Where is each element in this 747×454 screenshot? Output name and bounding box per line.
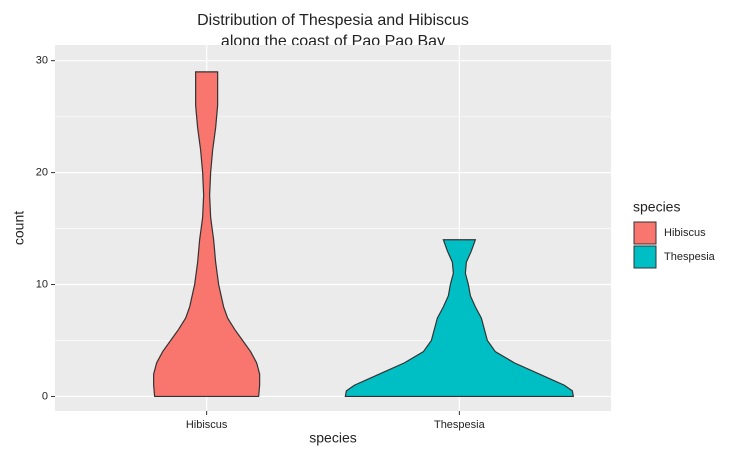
y-tick-label: 10 <box>36 278 48 290</box>
x-tick-label: Hibiscus <box>186 419 228 431</box>
violin <box>344 239 575 398</box>
violin <box>153 71 261 398</box>
chart-title: Distribution of Thespesia and Hibiscus <box>197 12 469 29</box>
plot-panel <box>55 45 611 411</box>
y-axis-title: count <box>11 211 27 245</box>
y-tick-label: 0 <box>42 390 48 402</box>
y-tick-label: 20 <box>36 167 48 179</box>
legend-label: Hibiscus <box>664 227 706 239</box>
legend-key <box>633 245 657 269</box>
y-tick-label: 30 <box>36 55 48 67</box>
x-tick-label: Thespesia <box>434 419 486 431</box>
legend-label: Thespesia <box>664 251 716 263</box>
legend-title: species <box>633 199 680 215</box>
x-axis-title: species <box>309 430 356 446</box>
legend-key <box>633 221 657 245</box>
